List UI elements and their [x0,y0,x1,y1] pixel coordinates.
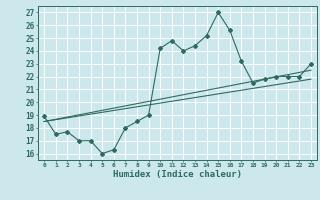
X-axis label: Humidex (Indice chaleur): Humidex (Indice chaleur) [113,170,242,179]
